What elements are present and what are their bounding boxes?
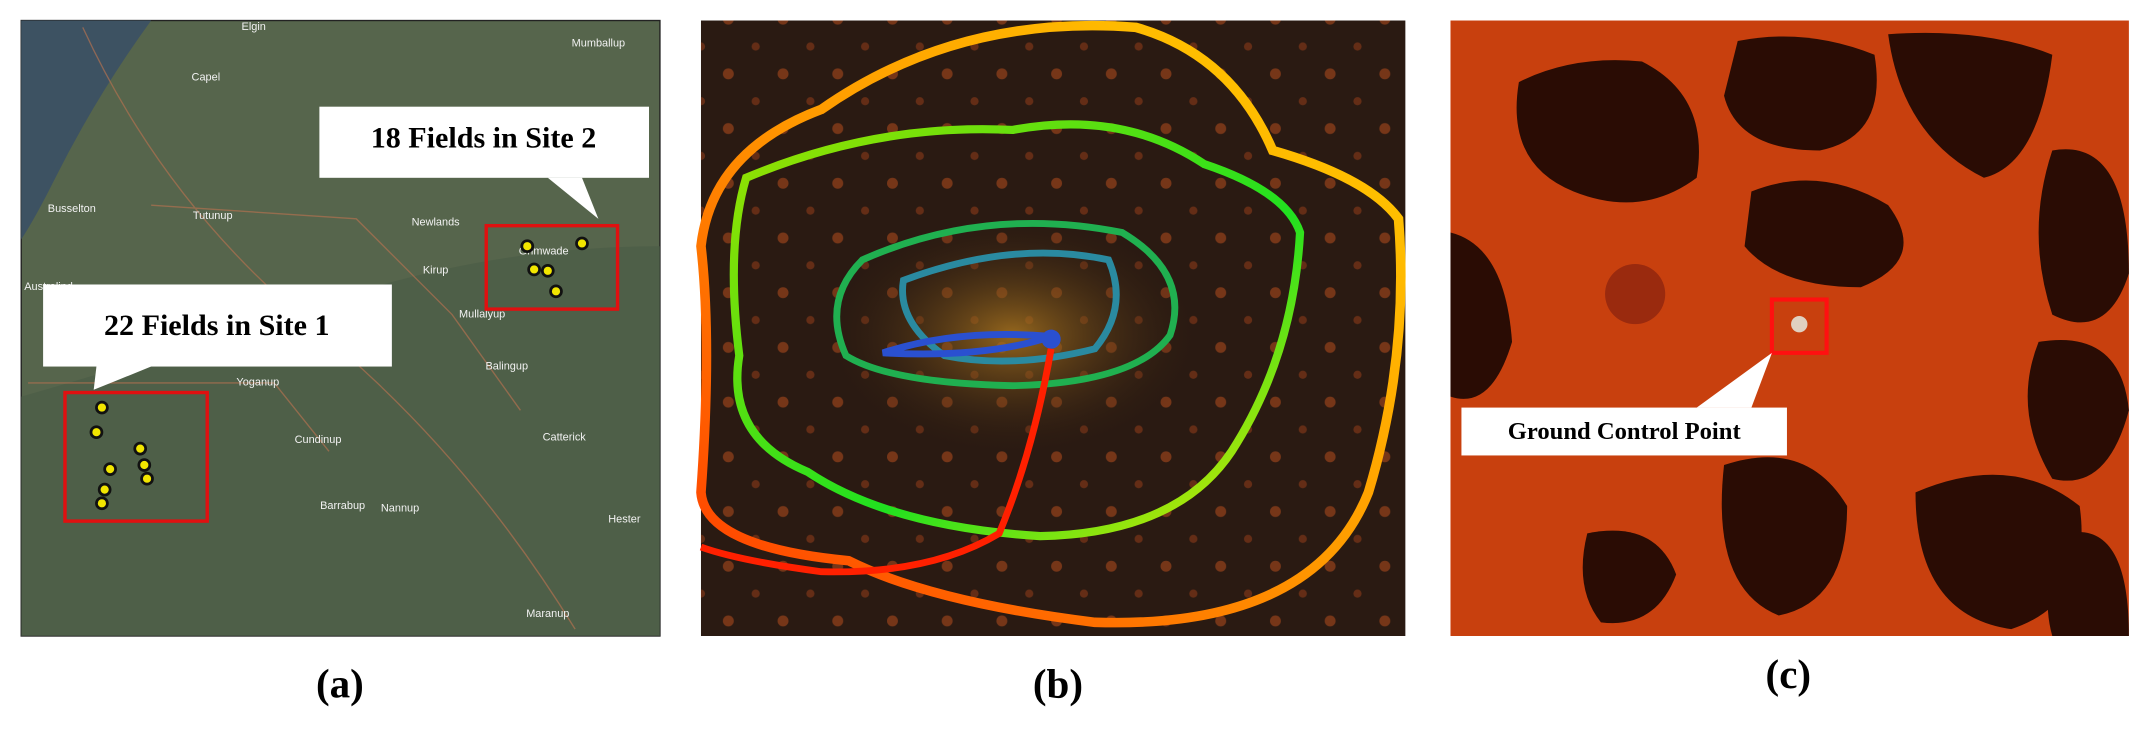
flight-path [729, 120, 1305, 541]
callout-text: Ground Control Point [1508, 418, 1742, 445]
flight-path [696, 20, 1406, 628]
flight-path [899, 249, 1120, 365]
place-label: Hester [608, 513, 641, 525]
tree [1605, 263, 1666, 325]
callout-pointer [1696, 352, 1772, 408]
place-label: Mumballup [572, 38, 626, 50]
callout [1461, 407, 1787, 456]
marker [1791, 315, 1808, 333]
home-point [1041, 329, 1061, 349]
place-label: Balingup [485, 360, 528, 372]
site-box [63, 390, 209, 523]
place-label: Kirup [423, 265, 449, 277]
panel-a: Elgin Capel Mumballup Busselton Tutunup Newla… [20, 19, 661, 707]
place-label: Mullalyup [459, 308, 505, 320]
flight-path [699, 348, 1055, 576]
caption: (b) [1033, 661, 1083, 707]
callout-pointer [547, 177, 599, 219]
place-label: Busselton [48, 203, 96, 215]
place-label: Elgin [242, 21, 266, 33]
place-label: Catterick [543, 431, 587, 443]
site-box [484, 223, 620, 311]
callout [43, 284, 392, 367]
place-label: Barrabup [320, 500, 365, 512]
place-label: Capel [192, 72, 221, 84]
field-markers [89, 236, 589, 511]
callout-text: 18 Fields in Site 2 [371, 121, 597, 155]
place-label: Newlands [412, 217, 461, 229]
place-label: Maranup [526, 608, 569, 620]
place-label: Nannup [381, 503, 419, 515]
place-label: Cundinup [295, 434, 342, 446]
gcp-box [1769, 297, 1829, 355]
forest [21, 246, 660, 636]
place-label: Tutunup [193, 210, 233, 222]
panel-c: Ground Control Point (c) [1450, 20, 2129, 697]
flight-path [833, 220, 1179, 390]
callout-text: 22 Fields in Site 1 [104, 308, 330, 342]
place-label: Yoganup [236, 377, 279, 389]
caption: (c) [1766, 651, 1812, 697]
tree-canopies [1450, 32, 2129, 636]
panel-b: (b) [696, 20, 1406, 707]
ocean [21, 20, 152, 240]
caption: (a) [316, 661, 364, 707]
callout [319, 106, 650, 178]
